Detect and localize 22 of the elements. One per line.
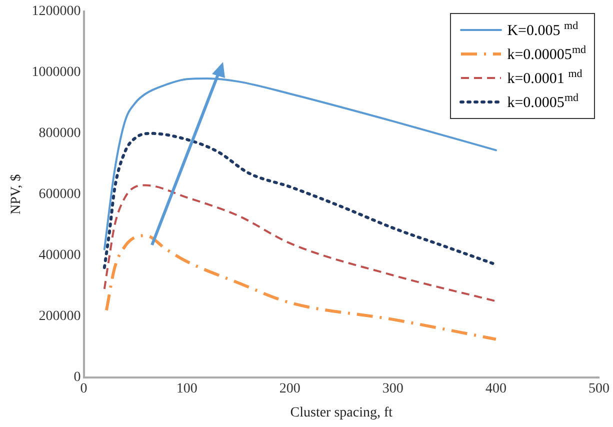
line-series — [104, 234, 498, 341]
line-series — [103, 78, 497, 250]
y-axis-title: NPV, $ — [9, 174, 24, 214]
y-tick-label: 1000000 — [32, 65, 81, 80]
legend-label: k=0.0001 $^{md}$ — [507, 68, 582, 88]
line-series — [103, 184, 497, 302]
y-tick-label: 400000 — [38, 248, 81, 264]
y-tick-label: 600000 — [38, 187, 81, 202]
x-tick-label: 300 — [382, 381, 404, 396]
y-tick-label: 1200000 — [32, 4, 81, 20]
x-axis-title: Cluster spacing, ft — [290, 405, 393, 420]
y-tick-label: 200000 — [38, 309, 81, 324]
legend-label: K=0.005 $^{md}$ — [507, 20, 578, 40]
x-tick-label: 500 — [588, 381, 610, 396]
x-tick-label: 200 — [279, 381, 300, 396]
legend-label: k=0.0005$^{md}$ — [507, 92, 578, 112]
x-tick-label: 100 — [176, 381, 198, 396]
y-tick-label: 0 — [74, 370, 81, 386]
legend-label: k=0.00005$^{md}$ — [507, 44, 586, 64]
x-tick-label: 400 — [485, 381, 506, 396]
y-tick-label: 800000 — [38, 126, 81, 142]
line-series — [102, 132, 498, 270]
